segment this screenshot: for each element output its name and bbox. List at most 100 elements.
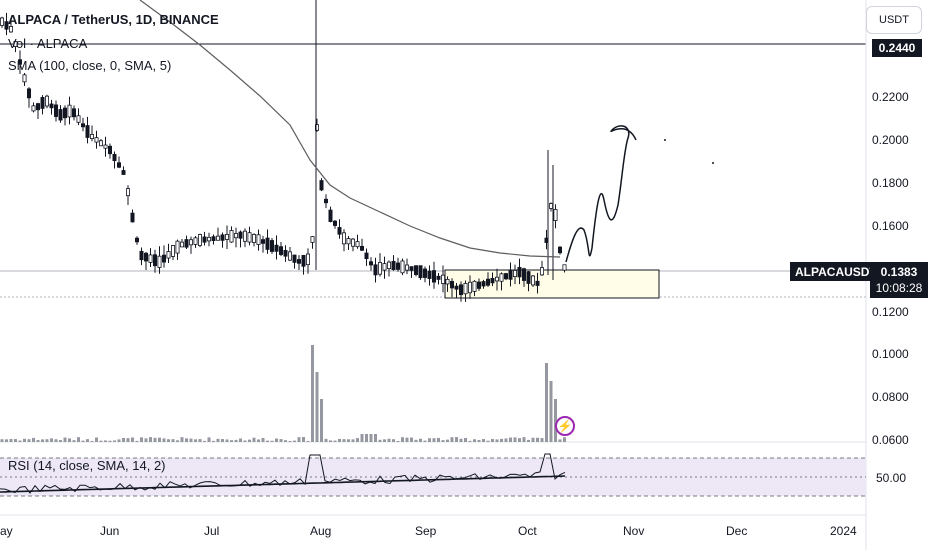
- volume-bar: [338, 438, 341, 442]
- candle: [170, 245, 175, 257]
- candle: [431, 270, 436, 283]
- volume-bar: [455, 437, 458, 442]
- volume-bar: [315, 372, 319, 442]
- candle: [220, 234, 225, 241]
- projection-drawing[interactable]: [565, 125, 637, 263]
- lightning-alert-icon[interactable]: ⚡: [555, 416, 575, 436]
- candle: [454, 285, 459, 290]
- volume-bar: [203, 440, 206, 442]
- candle: [558, 246, 563, 254]
- volume-bar: [36, 440, 40, 442]
- candle: [76, 115, 81, 123]
- volume-bar: [104, 440, 107, 442]
- volume-bar: [221, 439, 224, 442]
- drawing-dot: [712, 162, 714, 164]
- volume-bar: [545, 363, 548, 442]
- rsi-ma-line: [0, 475, 566, 493]
- volume-bar: [518, 438, 521, 442]
- candle: [256, 234, 261, 245]
- price-tick: 0.1800: [872, 176, 909, 190]
- volume-bar: [423, 440, 427, 442]
- candle: [301, 254, 306, 267]
- volume-bar: [63, 437, 67, 442]
- volume-bar: [261, 437, 265, 442]
- candle: [314, 124, 319, 131]
- candle: [202, 236, 207, 243]
- volume-bar: [284, 440, 287, 442]
- volume-bar: [153, 437, 157, 442]
- volume-bar: [446, 439, 449, 442]
- candle: [292, 254, 297, 263]
- candle: [463, 283, 468, 295]
- candle: [458, 284, 463, 296]
- volume-bar: [5, 439, 8, 442]
- volume-bar: [432, 438, 436, 442]
- candle: [413, 265, 418, 275]
- candle: [386, 261, 391, 269]
- candle: [224, 234, 229, 240]
- volume-bar: [194, 439, 197, 442]
- volume-bar: [131, 437, 134, 442]
- volume-bar: [248, 439, 251, 442]
- candle: [440, 274, 445, 284]
- volume-bar: [477, 440, 481, 442]
- time-tick: Dec: [726, 524, 748, 538]
- volume-bar: [342, 439, 346, 442]
- volume-bar: [473, 439, 476, 442]
- candle: [157, 255, 162, 268]
- volume-bar: [378, 439, 382, 442]
- candle: [427, 270, 432, 279]
- volume-bar: [23, 438, 26, 442]
- sma-line: [139, 0, 561, 258]
- candle: [332, 220, 337, 226]
- volume-bar: [428, 438, 431, 442]
- candle: [251, 234, 256, 243]
- volume-bar: [297, 437, 301, 442]
- volume-bar: [270, 440, 274, 442]
- volume-bar: [113, 440, 116, 442]
- volume-bar: [482, 439, 485, 442]
- candle: [269, 240, 274, 252]
- candle: [481, 281, 486, 287]
- candle: [409, 266, 414, 271]
- volume-bar: [410, 437, 413, 442]
- candle: [494, 276, 499, 282]
- volume-bar: [536, 437, 539, 442]
- candle: [54, 104, 59, 117]
- candle: [382, 263, 387, 271]
- volume-bar: [86, 439, 89, 442]
- volume-bar: [320, 399, 323, 442]
- candle: [296, 259, 301, 264]
- volume-bar: [234, 439, 238, 442]
- candle: [161, 254, 166, 263]
- volume-bar: [162, 438, 166, 442]
- crosshair-price-label: 0.2440: [872, 39, 922, 57]
- candle: [13, 41, 18, 47]
- volume-bar: [347, 439, 350, 442]
- volume-bar: [230, 440, 233, 442]
- volume-bar: [531, 437, 535, 442]
- volume-bar: [311, 345, 314, 442]
- candle: [373, 264, 378, 276]
- volume-bar: [77, 437, 80, 442]
- volume-bar: [549, 381, 553, 442]
- candle: [359, 245, 364, 251]
- candle: [395, 262, 400, 270]
- candle: [350, 238, 355, 247]
- bar-countdown: 10:08:28: [875, 281, 923, 295]
- candle: [17, 59, 22, 65]
- candle: [184, 239, 189, 248]
- candle: [63, 107, 68, 119]
- volume-bar: [117, 439, 121, 442]
- volume-bar: [374, 434, 377, 442]
- candle: [400, 260, 405, 274]
- candle: [148, 254, 153, 263]
- currency-button[interactable]: USDT: [866, 6, 922, 34]
- volume-bar: [468, 440, 472, 442]
- price-tick: 0.1200: [872, 305, 909, 319]
- volume-bar: [360, 434, 364, 442]
- candle: [364, 252, 369, 260]
- candle: [247, 232, 252, 243]
- volume-bar: [513, 437, 517, 442]
